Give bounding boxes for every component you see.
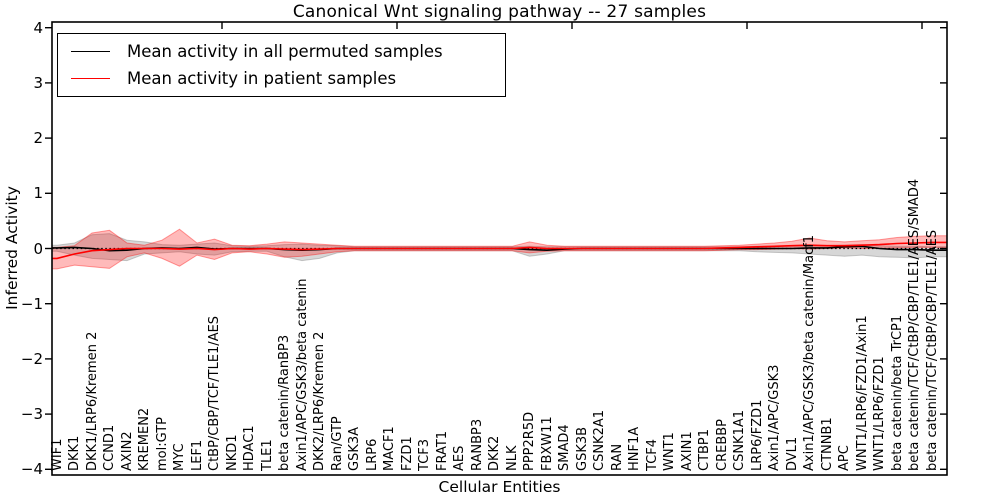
- y-tick-label: 0: [33, 239, 43, 258]
- x-axis-label: Cellular Entities: [438, 478, 561, 496]
- legend-line-permuted-icon: [71, 51, 110, 52]
- x-tick-label: WNT1/LRP6/FZD1: [872, 356, 887, 471]
- x-tick-label: Axin1/APC/GSK3/beta catenin: [294, 278, 310, 471]
- x-tick-label: NKD1: [224, 434, 240, 471]
- x-tick-label: TCF3: [417, 438, 432, 471]
- chart-title: Canonical Wnt signaling pathway -- 27 sa…: [292, 2, 707, 22]
- x-tick-label: CSNK2A1: [592, 409, 607, 471]
- x-tick-label: WIF1: [49, 438, 65, 471]
- x-tick-label: CREBBP: [714, 419, 730, 471]
- x-tick-label: LRP6/FZD1: [749, 399, 765, 471]
- x-tick-label: SMAD4: [557, 424, 572, 471]
- x-tick-label: RANBP3: [469, 418, 485, 471]
- x-tick-label: PPP2R5D: [522, 411, 537, 471]
- patient-mean-line: [52, 241, 947, 260]
- x-tick-label: DKK1/LRP6/Kremen 2: [84, 331, 100, 471]
- x-tick-label: APC: [837, 445, 852, 471]
- x-tick-label: TLE1: [259, 439, 275, 471]
- x-tick-label: CCND1: [102, 424, 117, 471]
- x-tick-label: WNT1: [662, 432, 677, 471]
- x-tick-label: DKK2/LRP6/Kremen 2: [312, 331, 327, 471]
- x-tick-label: WNT1/LRP6/FZD1/Axin1: [854, 315, 870, 471]
- x-tick-label: Ran/GTP: [329, 416, 345, 471]
- x-tick-label: beta catenin/RanBP3: [277, 334, 292, 471]
- x-tick-label: CSNK1A1: [732, 409, 747, 471]
- y-tick-label: −1: [20, 294, 43, 313]
- legend-line-patient-icon: [71, 78, 110, 79]
- legend-row-patient: Mean activity in patient samples: [58, 69, 505, 88]
- x-tick-label: beta catenin/TCF/CtBP/CBP/TLE1/AES: [924, 229, 940, 471]
- x-tick-label: Axin1/APC/GSK3/beta catenin/Macf1: [802, 234, 817, 471]
- x-tick-label: beta catenin/beta TrCP1: [889, 314, 905, 471]
- x-tick-label: RAN: [609, 443, 625, 471]
- legend-label-permuted: Mean activity in all permuted samples: [127, 42, 443, 61]
- x-tick-label: AXIN1: [679, 431, 695, 471]
- legend-label-patient: Mean activity in patient samples: [127, 69, 397, 88]
- x-tick-label: Axin1/APC/GSK3: [767, 364, 782, 471]
- x-tick-label: GSK3A: [347, 426, 362, 471]
- x-tick-label: HNF1A: [627, 426, 642, 471]
- y-tick-label: 3: [33, 73, 43, 92]
- legend-row-permuted: Mean activity in all permuted samples: [58, 42, 505, 61]
- x-tick-label: AES: [452, 445, 467, 471]
- x-tick-label: mol:GTP: [154, 417, 170, 471]
- x-tick-label: CtBP/CBP/TCF/TLE1/AES: [207, 315, 222, 471]
- y-tick-label: 2: [33, 129, 43, 148]
- x-tick-label: KREMEN2: [137, 407, 152, 471]
- x-tick-label: beta catenin/TCF/CtBP/CBP/TLE1/AES/SMAD4: [907, 178, 922, 471]
- y-tick-label: −2: [20, 349, 43, 368]
- x-tick-label: CTBP1: [697, 428, 712, 471]
- x-tick-label: LEF1: [189, 439, 205, 471]
- x-tick-label: CTNNB1: [819, 417, 835, 471]
- x-tick-label: FBXW11: [539, 416, 555, 471]
- y-tick-label: −3: [20, 405, 43, 424]
- x-tick-label: GSK3B: [574, 426, 590, 471]
- x-tick-label: DKK1: [67, 435, 82, 471]
- x-tick-label: DKK2: [487, 435, 502, 471]
- legend: Mean activity in all permuted samples Me…: [57, 33, 506, 97]
- x-tick-label: FZD1: [399, 436, 415, 471]
- x-tick-label: DVL1: [784, 436, 800, 471]
- y-tick-label: −4: [20, 460, 43, 479]
- x-tick-label: MYC: [172, 443, 187, 471]
- x-tick-label: NLK: [504, 445, 520, 472]
- x-tick-label: MACF1: [382, 426, 397, 471]
- x-tick-label: LRP6: [364, 438, 380, 471]
- x-tick-label: AXIN2: [119, 431, 135, 471]
- x-tick-label: TCF4: [644, 438, 660, 471]
- y-tick-label: 1: [33, 184, 43, 203]
- y-tick-label: 4: [33, 18, 43, 37]
- x-tick-label: FRAT1: [434, 430, 450, 471]
- x-tick-label: HDAC1: [242, 425, 257, 471]
